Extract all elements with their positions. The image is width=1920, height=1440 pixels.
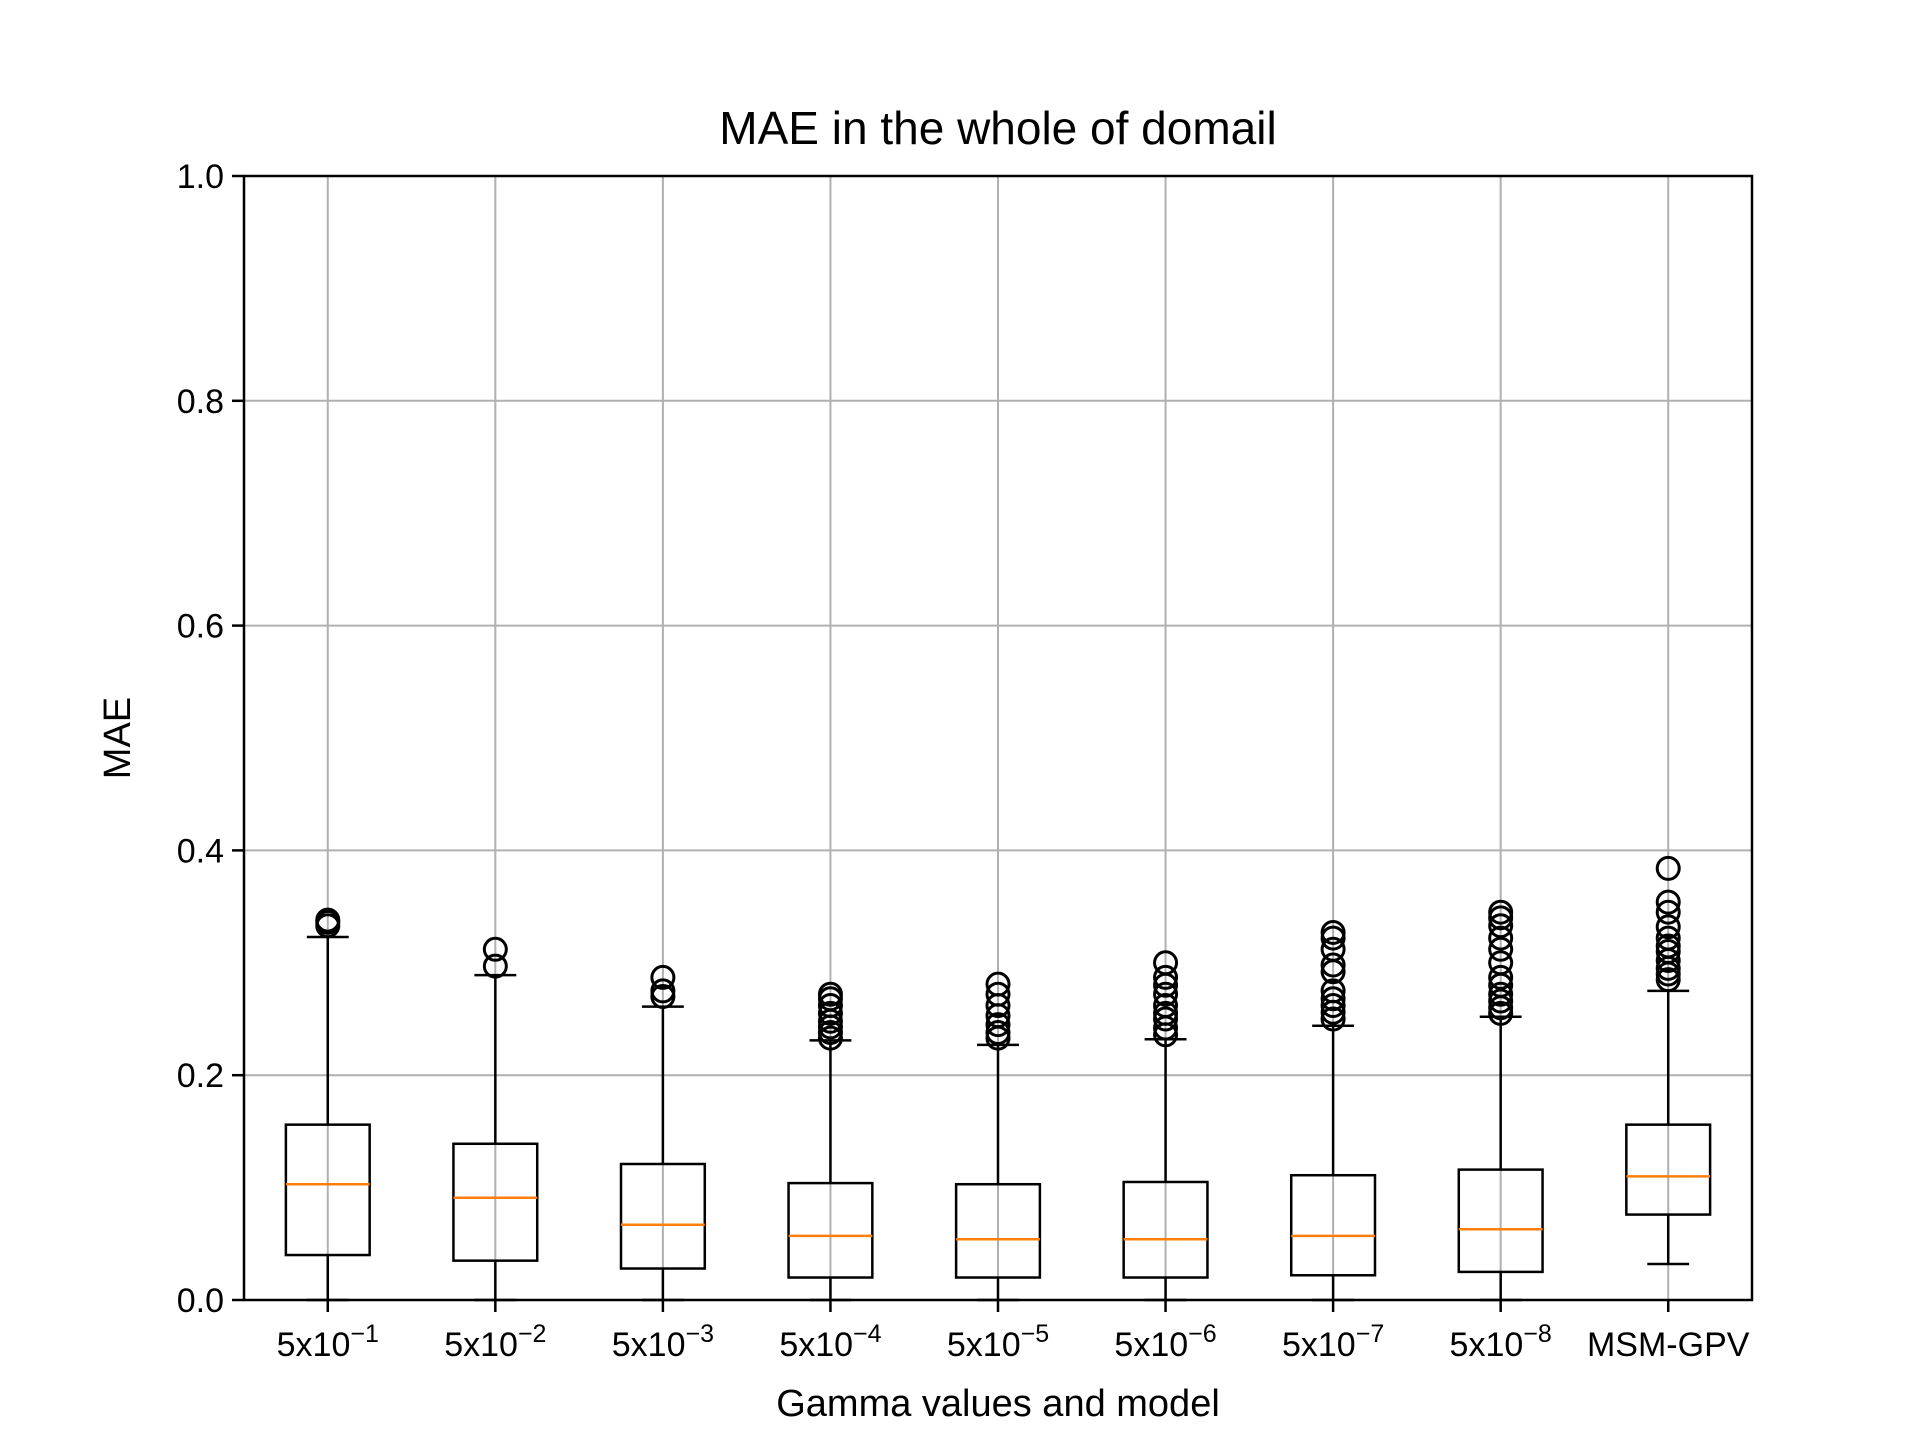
x-tick-label: 5x10−1 bbox=[277, 1320, 379, 1364]
outlier-point bbox=[650, 964, 676, 990]
outlier-point bbox=[1153, 1000, 1179, 1026]
outlier-point bbox=[1488, 913, 1514, 939]
outlier-point bbox=[985, 971, 1011, 997]
x-axis-title: Gamma values and model bbox=[776, 1383, 1220, 1425]
y-tick-label: 0.6 bbox=[177, 608, 224, 646]
outlier-point bbox=[817, 993, 843, 1019]
outlier-point bbox=[1488, 964, 1514, 990]
outlier-point bbox=[1488, 988, 1514, 1014]
outlier-point bbox=[1320, 936, 1346, 962]
outlier-point bbox=[1655, 925, 1681, 951]
iqr-box bbox=[1289, 1173, 1377, 1277]
x-tick-label: 5x10−8 bbox=[1450, 1320, 1552, 1364]
outlier-point bbox=[1320, 952, 1346, 978]
outlier-point bbox=[482, 953, 508, 979]
y-tick-label: 1.0 bbox=[177, 158, 224, 196]
outlier-point bbox=[1655, 889, 1681, 915]
x-tick-label: 5x10−5 bbox=[947, 1320, 1049, 1364]
iqr-box bbox=[1122, 1180, 1209, 1279]
outlier-point bbox=[817, 1000, 843, 1026]
outlier-point bbox=[1153, 981, 1179, 1007]
outlier-point bbox=[1655, 933, 1681, 959]
iqr-box bbox=[619, 1162, 707, 1270]
outlier-point bbox=[1655, 855, 1681, 881]
outlier-point bbox=[1655, 899, 1681, 925]
outlier-point bbox=[817, 981, 843, 1007]
iqr-box bbox=[954, 1182, 1042, 1279]
outlier-point bbox=[1320, 993, 1346, 1019]
y-tick-label: 0.4 bbox=[177, 832, 224, 870]
box-group bbox=[1625, 855, 1712, 1266]
outlier-point bbox=[1320, 978, 1346, 1004]
x-tick-label: 5x10−7 bbox=[1282, 1320, 1384, 1364]
outlier-point bbox=[1488, 936, 1514, 962]
outlier-point bbox=[1153, 964, 1179, 990]
outlier-point bbox=[650, 978, 676, 1004]
y-tick-label: 0.0 bbox=[177, 1282, 224, 1320]
y-tick-label: 0.8 bbox=[177, 383, 224, 421]
outlier-point bbox=[985, 1012, 1011, 1038]
x-tick-label: 5x10−6 bbox=[1114, 1320, 1216, 1364]
outlier-point bbox=[315, 907, 341, 933]
outlier-point bbox=[985, 981, 1011, 1007]
box-group bbox=[1122, 950, 1209, 1302]
x-tick-label: 5x10−4 bbox=[779, 1320, 881, 1364]
outlier-point bbox=[1488, 925, 1514, 951]
outlier-point bbox=[1153, 993, 1179, 1019]
outlier-point bbox=[1320, 1006, 1346, 1032]
x-tick-label: 5x10−3 bbox=[612, 1320, 714, 1364]
outlier-point bbox=[1153, 950, 1179, 976]
chart-title: MAE in the whole of domail bbox=[719, 102, 1276, 154]
y-axis-title: MAE bbox=[97, 697, 139, 779]
y-tick-label: 0.2 bbox=[177, 1057, 224, 1095]
box-layer bbox=[284, 855, 1712, 1302]
box-group bbox=[452, 936, 539, 1302]
iqr-box bbox=[284, 1123, 371, 1257]
iqr-box bbox=[1625, 1123, 1712, 1216]
outlier-point bbox=[1488, 899, 1514, 925]
outlier-point bbox=[1320, 919, 1346, 945]
x-tick-label: 5x10−2 bbox=[444, 1320, 546, 1364]
iqr-box bbox=[452, 1142, 539, 1262]
outlier-point bbox=[1320, 986, 1346, 1012]
box-group bbox=[1457, 899, 1544, 1302]
outlier-point bbox=[1488, 981, 1514, 1007]
outlier-point bbox=[1488, 950, 1514, 976]
x-tick-label: MSM-GPV bbox=[1587, 1326, 1750, 1364]
iqr-box bbox=[787, 1181, 874, 1279]
outlier-point bbox=[1655, 914, 1681, 940]
iqr-box bbox=[1457, 1168, 1544, 1274]
outlier-point bbox=[482, 936, 508, 962]
outlier-point bbox=[985, 1019, 1011, 1045]
axis-layer: 0.0 0.2 0.4 0.6 0.8 1.0 5x10−1 5x10−2 5x10−3 5x10… bbox=[177, 158, 1750, 1364]
